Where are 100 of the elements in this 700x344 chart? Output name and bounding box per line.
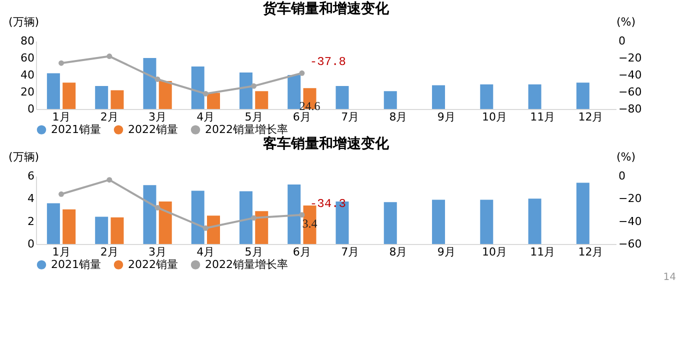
point <box>251 215 257 221</box>
y-tick-label: 6 <box>28 170 34 182</box>
bar <box>110 217 124 244</box>
bar <box>432 200 446 244</box>
point <box>251 83 257 89</box>
point <box>154 205 160 210</box>
x-tick-label: 9月 <box>437 110 456 124</box>
point <box>58 191 64 197</box>
y-tick-label: 80 <box>20 34 34 48</box>
y2-tick-label: 0 <box>618 170 626 182</box>
x-tick-label: 5月 <box>244 110 263 124</box>
y-tick-label: 4 <box>28 192 34 206</box>
y2-tick-label: −80 <box>618 102 642 116</box>
x-tick-label: 8月 <box>389 246 408 258</box>
chart-title: 货车销量和增速变化 <box>262 0 390 17</box>
point <box>58 60 64 66</box>
legend-label: 2022销量增长率 <box>205 258 288 271</box>
x-tick-label: 4月 <box>196 110 215 124</box>
x-tick-label: 1月 <box>52 110 70 124</box>
y-tick-label: 20 <box>20 86 34 98</box>
y2-tick-label: −60 <box>618 238 642 250</box>
bar <box>95 86 108 109</box>
bar <box>239 191 252 244</box>
bar <box>239 72 252 109</box>
bar <box>143 185 156 244</box>
bar <box>255 91 268 109</box>
bar <box>62 82 76 109</box>
bar <box>528 198 542 244</box>
legend-label: 2022销量 <box>128 122 178 136</box>
bar <box>110 90 124 109</box>
y-axis-title: (万辆) <box>8 16 40 28</box>
x-tick-label: 3月 <box>148 110 167 124</box>
y-tick-label: 0 <box>28 238 34 250</box>
y2-tick-label: −20 <box>618 192 642 206</box>
data-label: -37.8 <box>310 55 346 70</box>
chart-title: 客车销量和增速变化 <box>262 135 390 152</box>
y2-tick-label: 0 <box>618 34 626 48</box>
y-tick-label: 60 <box>20 52 34 64</box>
bar <box>255 211 268 244</box>
point <box>106 177 112 183</box>
bar <box>432 85 446 109</box>
x-tick-label: 12月 <box>578 246 604 258</box>
y2-axis-title: (%) <box>616 16 636 28</box>
x-tick-label: 8月 <box>389 110 408 124</box>
x-tick-label: 2月 <box>100 110 118 124</box>
bar <box>191 190 204 244</box>
x-tick-label: 10月 <box>482 110 507 124</box>
y2-tick-label: −20 <box>618 52 642 64</box>
x-tick-label: 12月 <box>578 110 604 124</box>
y-tick-label: 2 <box>28 214 34 228</box>
bar <box>158 202 172 244</box>
x-tick-label: 11月 <box>530 246 556 258</box>
y-axis-title: (万辆) <box>8 150 40 164</box>
y2-tick-label: −40 <box>618 68 642 82</box>
bar <box>384 91 397 109</box>
bar <box>206 216 220 244</box>
bar <box>288 184 301 244</box>
bar <box>384 202 397 244</box>
x-tick-label: 5月 <box>244 246 263 258</box>
x-tick-label: 10月 <box>482 246 507 258</box>
bar <box>480 200 494 244</box>
bar <box>480 84 494 109</box>
bar <box>288 75 301 109</box>
y-tick-label: 40 <box>20 68 34 82</box>
point <box>154 76 160 82</box>
legend-label: 2021销量 <box>51 258 101 271</box>
x-tick-label: 6月 <box>292 246 311 258</box>
legend-label: 2021销量 <box>51 122 101 136</box>
point <box>202 225 208 231</box>
bar <box>158 80 172 109</box>
bar <box>143 58 156 109</box>
x-tick-label: 7月 <box>341 110 360 124</box>
point <box>299 212 305 218</box>
bar <box>576 82 590 109</box>
point <box>106 54 112 60</box>
x-tick-label: 6月 <box>292 110 311 124</box>
y2-tick-label: −40 <box>618 214 642 228</box>
x-tick-label: 1月 <box>52 246 70 258</box>
bar <box>336 86 349 109</box>
x-tick-label: 2月 <box>100 246 118 258</box>
bar <box>46 203 60 244</box>
x-tick-label: 4月 <box>196 246 215 258</box>
bar <box>95 216 108 244</box>
bar <box>528 84 542 109</box>
y2-axis-title: (%) <box>616 150 636 164</box>
legend-label: 2022销量增长率 <box>205 122 288 136</box>
bar <box>46 73 60 109</box>
x-tick-label: 7月 <box>341 246 360 258</box>
bar <box>576 182 590 244</box>
y2-tick-label: −60 <box>618 86 642 98</box>
point <box>299 70 305 76</box>
x-tick-label: 11月 <box>530 110 556 124</box>
x-tick-label: 9月 <box>437 246 456 258</box>
legend-label: 2022销量 <box>128 258 178 271</box>
text: 14 <box>663 272 676 283</box>
bar <box>191 66 204 109</box>
bar <box>62 209 76 244</box>
bar <box>206 92 220 109</box>
point <box>202 90 208 96</box>
x-tick-label: 3月 <box>148 246 167 258</box>
